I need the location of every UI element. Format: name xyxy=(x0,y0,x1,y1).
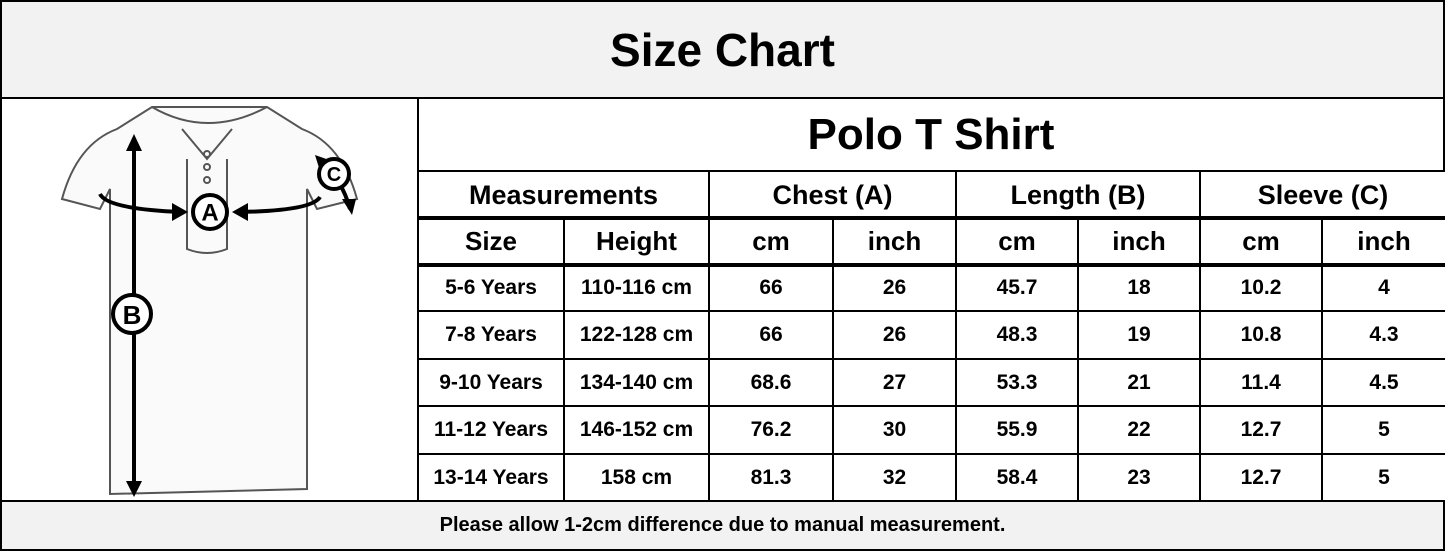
table-cell: 68.6 xyxy=(708,358,834,407)
table-cell: 158 cm xyxy=(563,453,710,502)
table-cell: 12.7 xyxy=(1199,453,1323,502)
table-cell: 58.4 xyxy=(955,453,1079,502)
table-cell: 19 xyxy=(1077,310,1201,360)
column-header: Height xyxy=(563,216,710,267)
column-header: cm xyxy=(955,216,1079,267)
footer-note: Please allow 1-2cm difference due to man… xyxy=(0,500,1445,551)
table-cell: 10.8 xyxy=(1199,310,1323,360)
table-cell: 7-8 Years xyxy=(417,310,565,360)
table-cell: 4.5 xyxy=(1321,358,1445,407)
shirt-figure: A B C xyxy=(0,97,419,504)
table-cell: 12.7 xyxy=(1199,405,1323,455)
table-cell: 21 xyxy=(1077,358,1201,407)
table-cell: 32 xyxy=(832,453,957,502)
group-header: Length (B) xyxy=(955,170,1201,220)
shirt-drawing: A B C xyxy=(60,106,359,497)
table-cell: 30 xyxy=(832,405,957,455)
group-header: Chest (A) xyxy=(708,170,957,220)
group-header: Measurements xyxy=(417,170,710,220)
column-header: cm xyxy=(1199,216,1323,267)
table-cell: 4.3 xyxy=(1321,310,1445,360)
table-cell: 18 xyxy=(1077,263,1201,312)
group-header: Sleeve (C) xyxy=(1199,170,1445,220)
table-cell: 5 xyxy=(1321,405,1445,455)
table-cell: 5 xyxy=(1321,453,1445,502)
table-cell: 27 xyxy=(832,358,957,407)
table-cell: 66 xyxy=(708,310,834,360)
table-cell: 11-12 Years xyxy=(417,405,565,455)
table-cell: 26 xyxy=(832,310,957,360)
table-cell: 23 xyxy=(1077,453,1201,502)
column-header: inch xyxy=(832,216,957,267)
column-header: Size xyxy=(417,216,565,267)
table-cell: 22 xyxy=(1077,405,1201,455)
table-cell: 81.3 xyxy=(708,453,834,502)
table-cell: 13-14 Years xyxy=(417,453,565,502)
table-cell: 76.2 xyxy=(708,405,834,455)
table-cell: 55.9 xyxy=(955,405,1079,455)
table-cell: 11.4 xyxy=(1199,358,1323,407)
measure-label: A xyxy=(201,200,218,227)
table-cell: 134-140 cm xyxy=(563,358,710,407)
page-title: Size Chart xyxy=(0,0,1445,99)
table-cell: 10.2 xyxy=(1199,263,1323,312)
column-header: inch xyxy=(1077,216,1201,267)
table-cell: 66 xyxy=(708,263,834,312)
column-header: cm xyxy=(708,216,834,267)
table-cell: 45.7 xyxy=(955,263,1079,312)
table-cell: 4 xyxy=(1321,263,1445,312)
table-cell: 5-6 Years xyxy=(417,263,565,312)
column-header: inch xyxy=(1321,216,1445,267)
table-cell: 26 xyxy=(832,263,957,312)
table-cell: 122-128 cm xyxy=(563,310,710,360)
measure-label: B xyxy=(123,300,142,330)
table-cell: 146-152 cm xyxy=(563,405,710,455)
table-cell: 53.3 xyxy=(955,358,1079,407)
table-cell: 48.3 xyxy=(955,310,1079,360)
table-cell: 9-10 Years xyxy=(417,358,565,407)
measure-label: C xyxy=(327,164,341,186)
table-cell: 110-116 cm xyxy=(563,263,710,312)
table-title: Polo T Shirt xyxy=(417,97,1445,172)
